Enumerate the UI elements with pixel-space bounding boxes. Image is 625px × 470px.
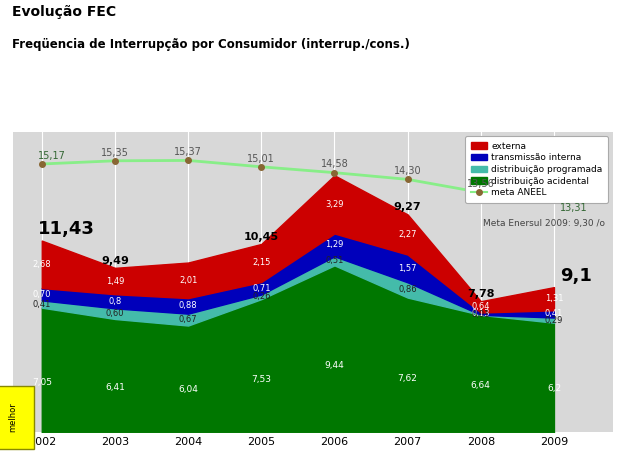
Legend: externa, transmissão interna, distribuição programada, distribuição acidental, m: externa, transmissão interna, distribuiç…	[465, 136, 608, 203]
Text: 0,64: 0,64	[471, 302, 490, 311]
Text: 15,35: 15,35	[101, 148, 129, 157]
Text: 13,56: 13,56	[467, 179, 494, 189]
Text: 6,04: 6,04	[178, 385, 198, 394]
Text: Meta Enersul 2009: 9,30 /o: Meta Enersul 2009: 9,30 /o	[483, 219, 605, 228]
Text: 0,26: 0,26	[252, 292, 271, 301]
Text: 7,53: 7,53	[251, 375, 271, 384]
Text: 2,27: 2,27	[398, 230, 417, 239]
Text: 1,31: 1,31	[545, 294, 563, 303]
Text: 0,41: 0,41	[32, 299, 51, 308]
Text: 0,51: 0,51	[325, 256, 344, 266]
Text: 1,29: 1,29	[325, 241, 344, 250]
Text: 0,88: 0,88	[179, 301, 198, 310]
Text: 0,41: 0,41	[545, 309, 563, 319]
Text: 6,41: 6,41	[105, 383, 125, 392]
Text: 15,17: 15,17	[38, 151, 66, 161]
Text: 0,13: 0,13	[471, 309, 490, 318]
Text: 2,15: 2,15	[252, 258, 271, 267]
Text: 0,71: 0,71	[252, 284, 271, 293]
Text: 0,86: 0,86	[398, 285, 417, 295]
Text: 0,8: 0,8	[108, 297, 122, 306]
Text: Evolução FEC: Evolução FEC	[12, 5, 117, 19]
Text: 1,49: 1,49	[106, 276, 124, 286]
Text: 15,01: 15,01	[248, 154, 275, 164]
Text: 0,29: 0,29	[545, 316, 563, 325]
Text: 6,2: 6,2	[547, 384, 561, 393]
Text: 2,01: 2,01	[179, 276, 198, 285]
Text: 14,58: 14,58	[321, 159, 348, 170]
Text: 15,37: 15,37	[174, 147, 202, 157]
Text: 7,62: 7,62	[398, 374, 418, 383]
Text: 0,60: 0,60	[106, 309, 124, 318]
Text: 0,70: 0,70	[32, 290, 51, 299]
Text: Freqüencia de Interrupção por Consumidor (interrup./cons.): Freqüencia de Interrupção por Consumidor…	[12, 38, 411, 51]
Text: 0,01: 0,01	[472, 310, 490, 320]
Text: 3,29: 3,29	[325, 200, 344, 209]
Text: 9,49: 9,49	[101, 256, 129, 266]
Text: melhor: melhor	[8, 403, 17, 432]
Text: 10,45: 10,45	[244, 232, 279, 242]
Text: 9,1: 9,1	[560, 267, 592, 285]
Text: 1,57: 1,57	[398, 264, 417, 273]
Text: 9,27: 9,27	[394, 202, 421, 212]
Text: 6,64: 6,64	[471, 381, 491, 390]
Text: 7,78: 7,78	[467, 289, 494, 299]
Text: 11,43: 11,43	[38, 220, 95, 238]
Text: 9,44: 9,44	[324, 361, 344, 370]
Text: 14,30: 14,30	[394, 166, 421, 176]
Text: 2,68: 2,68	[32, 260, 51, 269]
Text: 13,31: 13,31	[560, 203, 588, 213]
Text: 0,67: 0,67	[179, 315, 198, 324]
Text: 7,05: 7,05	[32, 378, 52, 387]
